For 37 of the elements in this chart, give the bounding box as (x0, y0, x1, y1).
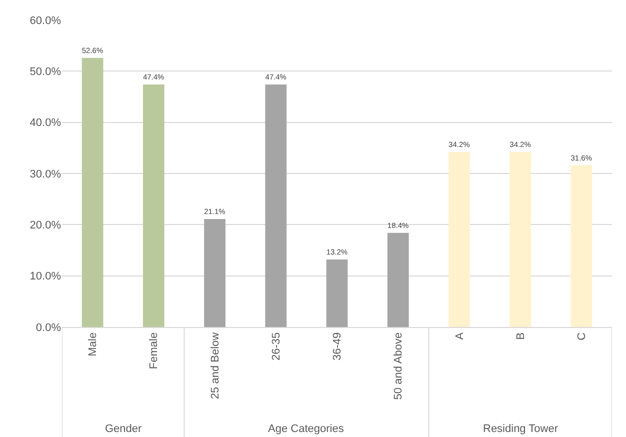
x-tick-label: 50 and Above (392, 332, 405, 400)
data-label: 52.6% (82, 46, 104, 55)
bar (570, 165, 592, 327)
y-tick-label: 50.0% (30, 66, 62, 78)
data-label: 34.2% (448, 140, 470, 149)
y-tick-label: 0.0% (36, 322, 62, 334)
text: Gender (105, 423, 142, 435)
bar (142, 84, 164, 327)
y-tick-label: 40.0% (30, 117, 62, 130)
text: Age Categories (268, 423, 344, 435)
y-tick-label: 20.0% (30, 220, 62, 232)
y-tick-label: 30.0% (30, 168, 62, 180)
x-tick-label: 26-35 (270, 332, 282, 361)
data-label: 34.2% (510, 140, 532, 149)
data-label: 18.4% (387, 220, 409, 230)
y-tick-label: 60.0% (30, 14, 62, 27)
bar (204, 219, 226, 327)
bar (448, 152, 470, 327)
data-label: 13.2% (326, 247, 348, 256)
x-tick-label: A (454, 332, 466, 340)
bar (387, 232, 409, 327)
x-tick-label: B (514, 332, 527, 340)
x-tick-label: C (576, 332, 588, 340)
data-label: 21.1% (204, 206, 226, 216)
bar (82, 58, 104, 327)
x-tick-label: 25 and Below (209, 332, 222, 400)
x-tick-label: Female (148, 332, 160, 370)
x-tick-label: Male (87, 332, 100, 356)
bar (510, 152, 532, 327)
text: Residing Tower (483, 423, 558, 435)
data-label: 47.4% (142, 72, 165, 82)
bar (265, 84, 287, 327)
data-label: 47.4% (265, 72, 287, 82)
y-tick-label: 10.0% (30, 270, 62, 283)
bar (326, 259, 348, 327)
x-tick-label: 36-49 (332, 332, 344, 361)
data-label: 31.6% (570, 153, 592, 162)
